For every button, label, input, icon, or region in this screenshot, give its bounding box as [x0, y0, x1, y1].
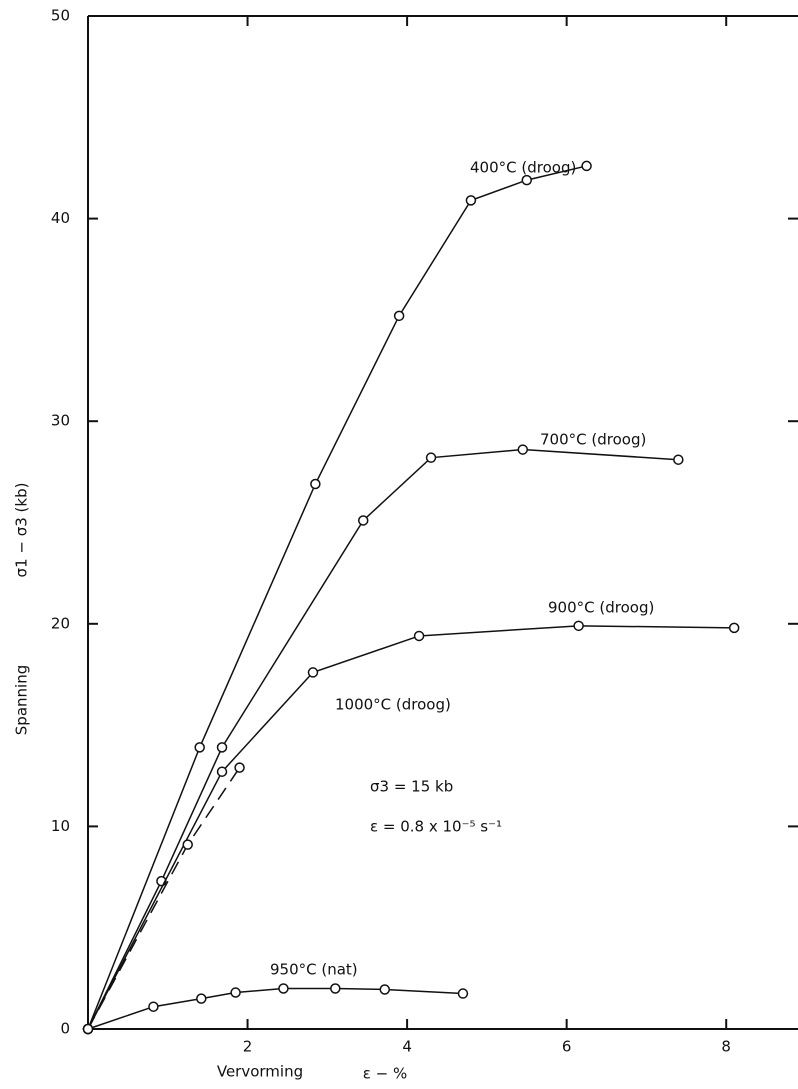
x-tick-label: 2 [243, 1038, 253, 1056]
data-point [415, 631, 424, 640]
data-point [380, 985, 389, 994]
data-point [195, 743, 204, 752]
data-point [149, 1002, 158, 1011]
series-line [88, 450, 678, 1029]
data-point [235, 763, 244, 772]
data-point [574, 621, 583, 630]
x-tick-label: 6 [562, 1038, 572, 1056]
data-point [466, 196, 475, 205]
series-line [88, 166, 587, 1029]
data-point [730, 623, 739, 632]
data-point [231, 988, 240, 997]
plot-frame [88, 16, 798, 1029]
series-label: 950°C (nat) [270, 961, 358, 979]
data-point [359, 516, 368, 525]
data-point [183, 840, 192, 849]
y-label: Spanning [13, 665, 31, 735]
data-point [518, 445, 527, 454]
series-line [88, 768, 240, 1029]
y-unit-label: σ1 − σ3 (kb) [13, 483, 31, 578]
data-point [522, 176, 531, 185]
x-tick-label: 8 [721, 1038, 731, 1056]
y-tick-label: 50 [51, 7, 70, 25]
data-point [218, 767, 227, 776]
series-label: 1000°C (droog) [335, 696, 451, 714]
x-unit-label: ε − % [363, 1065, 407, 1083]
data-point [218, 743, 227, 752]
y-tick-label: 20 [51, 614, 70, 632]
data-point [311, 480, 320, 489]
chart: Vervorming ε − % Spanning σ1 − σ3 (kb) σ… [0, 0, 798, 1089]
data-point [674, 455, 683, 464]
data-point [458, 989, 467, 998]
y-tick-label: 40 [51, 209, 70, 227]
data-point [427, 453, 436, 462]
data-point [395, 311, 404, 320]
data-point [582, 161, 591, 170]
x-tick-label: 4 [402, 1038, 412, 1056]
data-point [197, 994, 206, 1003]
series-label: 400°C (droog) [470, 159, 576, 177]
y-tick-label: 30 [51, 412, 70, 430]
series-label: 900°C (droog) [548, 599, 654, 617]
y-tick-label: 0 [60, 1020, 70, 1038]
y-tick-label: 10 [51, 817, 70, 835]
annotation: σ3 = 15 kb [370, 778, 453, 796]
data-point [308, 668, 317, 677]
series-label: 700°C (droog) [540, 431, 646, 449]
x-label: Vervorming [217, 1063, 303, 1081]
data-point [279, 984, 288, 993]
data-point [331, 984, 340, 993]
data-point [84, 1025, 93, 1034]
annotation: ε = 0.8 x 10⁻⁵ s⁻¹ [370, 818, 502, 836]
